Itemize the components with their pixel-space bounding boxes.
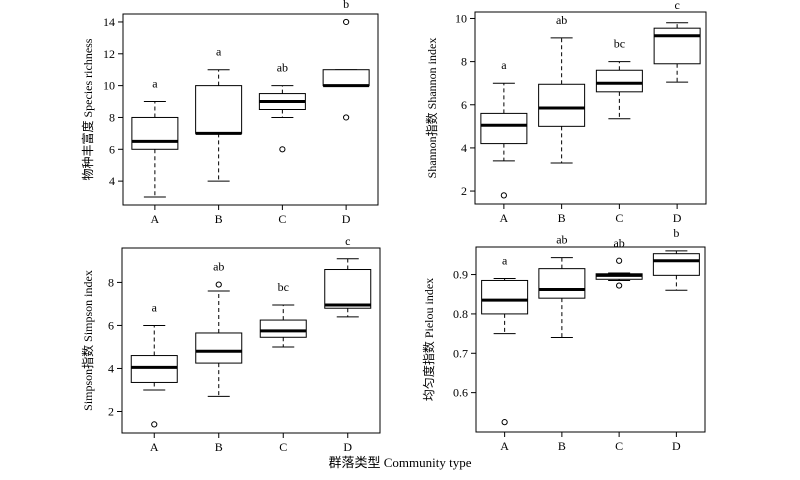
- y-tick-label: 4: [108, 361, 114, 375]
- box-iqr: [322, 69, 370, 87]
- outlier-point: [279, 146, 286, 153]
- x-tick-label: B: [558, 439, 566, 453]
- box-iqr: [131, 116, 179, 150]
- outlier-point: [215, 281, 222, 288]
- x-tick-label: C: [278, 212, 286, 226]
- box-iqr: [130, 355, 178, 383]
- box-iqr: [259, 319, 307, 338]
- box-iqr: [195, 85, 243, 134]
- y-axis-title: Simpson指数 Simpson index: [80, 270, 95, 411]
- y-tick-label: 2: [461, 184, 467, 198]
- plot-frame: [121, 247, 381, 434]
- x-tick-label: D: [672, 439, 681, 453]
- plot-frame: [122, 13, 379, 206]
- outlier-point: [343, 18, 350, 26]
- y-axis-title: 均匀度指数 Pielou index: [421, 278, 436, 401]
- x-tick-label: D: [673, 211, 682, 225]
- box-iqr: [652, 253, 700, 276]
- y-axis-title: Shannon指数 Shannon index: [424, 38, 439, 179]
- x-tick-label: D: [343, 440, 352, 454]
- outlier-point: [501, 419, 508, 426]
- significance-letter: b: [343, 0, 349, 11]
- y-tick-label: 10: [455, 11, 467, 25]
- significance-letter: ab: [556, 13, 567, 27]
- significance-letter: a: [152, 77, 158, 91]
- significance-letter: c: [345, 234, 350, 248]
- x-tick-label: D: [342, 212, 351, 226]
- box-iqr: [653, 27, 701, 65]
- y-axis-title: 物种丰富度 Species richness: [80, 38, 95, 180]
- significance-letter: a: [501, 58, 507, 72]
- x-tick-label: B: [215, 212, 223, 226]
- box-iqr: [538, 83, 586, 127]
- outlier-point: [616, 282, 623, 289]
- y-tick-label: 0.9: [453, 268, 468, 282]
- significance-letter: a: [502, 253, 508, 267]
- significance-letter: c: [674, 0, 679, 12]
- significance-letter: bc: [614, 37, 625, 51]
- outlier-point: [343, 114, 350, 121]
- y-tick-label: 12: [103, 47, 115, 61]
- x-tick-label: B: [558, 211, 566, 225]
- significance-letter: a: [216, 45, 222, 59]
- x-axis-title: 群落类型 Community type: [328, 455, 472, 470]
- outlier-point: [616, 257, 623, 264]
- x-tick-label: B: [215, 440, 223, 454]
- significance-letter: b: [673, 226, 679, 240]
- y-tick-label: 4: [461, 141, 467, 155]
- x-tick-label: C: [615, 439, 623, 453]
- y-tick-label: 8: [461, 55, 467, 69]
- outlier-point: [500, 192, 507, 199]
- significance-letter: ab: [277, 61, 288, 75]
- significance-letter: ab: [613, 236, 624, 250]
- y-tick-label: 0.8: [453, 307, 468, 321]
- x-tick-label: C: [615, 211, 623, 225]
- box-iqr: [481, 279, 529, 315]
- significance-letter: a: [152, 300, 158, 314]
- y-tick-label: 2: [108, 404, 114, 418]
- y-tick-label: 0.6: [453, 386, 468, 400]
- y-tick-label: 10: [103, 79, 115, 93]
- y-tick-label: 6: [109, 142, 115, 156]
- significance-letter: ab: [213, 260, 224, 274]
- y-tick-label: 4: [109, 174, 115, 188]
- x-tick-label: A: [150, 440, 159, 454]
- box-iqr: [195, 332, 243, 364]
- box-iqr: [538, 268, 586, 299]
- outlier-point: [151, 421, 158, 428]
- x-tick-label: C: [279, 440, 287, 454]
- plot-frame: [475, 246, 706, 433]
- plot-frame: [474, 11, 707, 205]
- significance-letter: ab: [556, 233, 567, 247]
- y-tick-label: 0.7: [453, 346, 468, 360]
- significance-letter: bc: [278, 280, 289, 294]
- y-tick-label: 8: [109, 110, 115, 124]
- box-iqr: [480, 112, 528, 145]
- y-tick-label: 14: [103, 15, 115, 29]
- y-tick-label: 8: [108, 275, 114, 289]
- x-tick-label: A: [500, 439, 509, 453]
- box-iqr: [324, 269, 372, 309]
- x-tick-label: A: [500, 211, 509, 225]
- y-tick-label: 6: [108, 318, 114, 332]
- x-tick-label: A: [151, 212, 160, 226]
- y-tick-label: 6: [461, 98, 467, 112]
- box-iqr: [595, 69, 643, 93]
